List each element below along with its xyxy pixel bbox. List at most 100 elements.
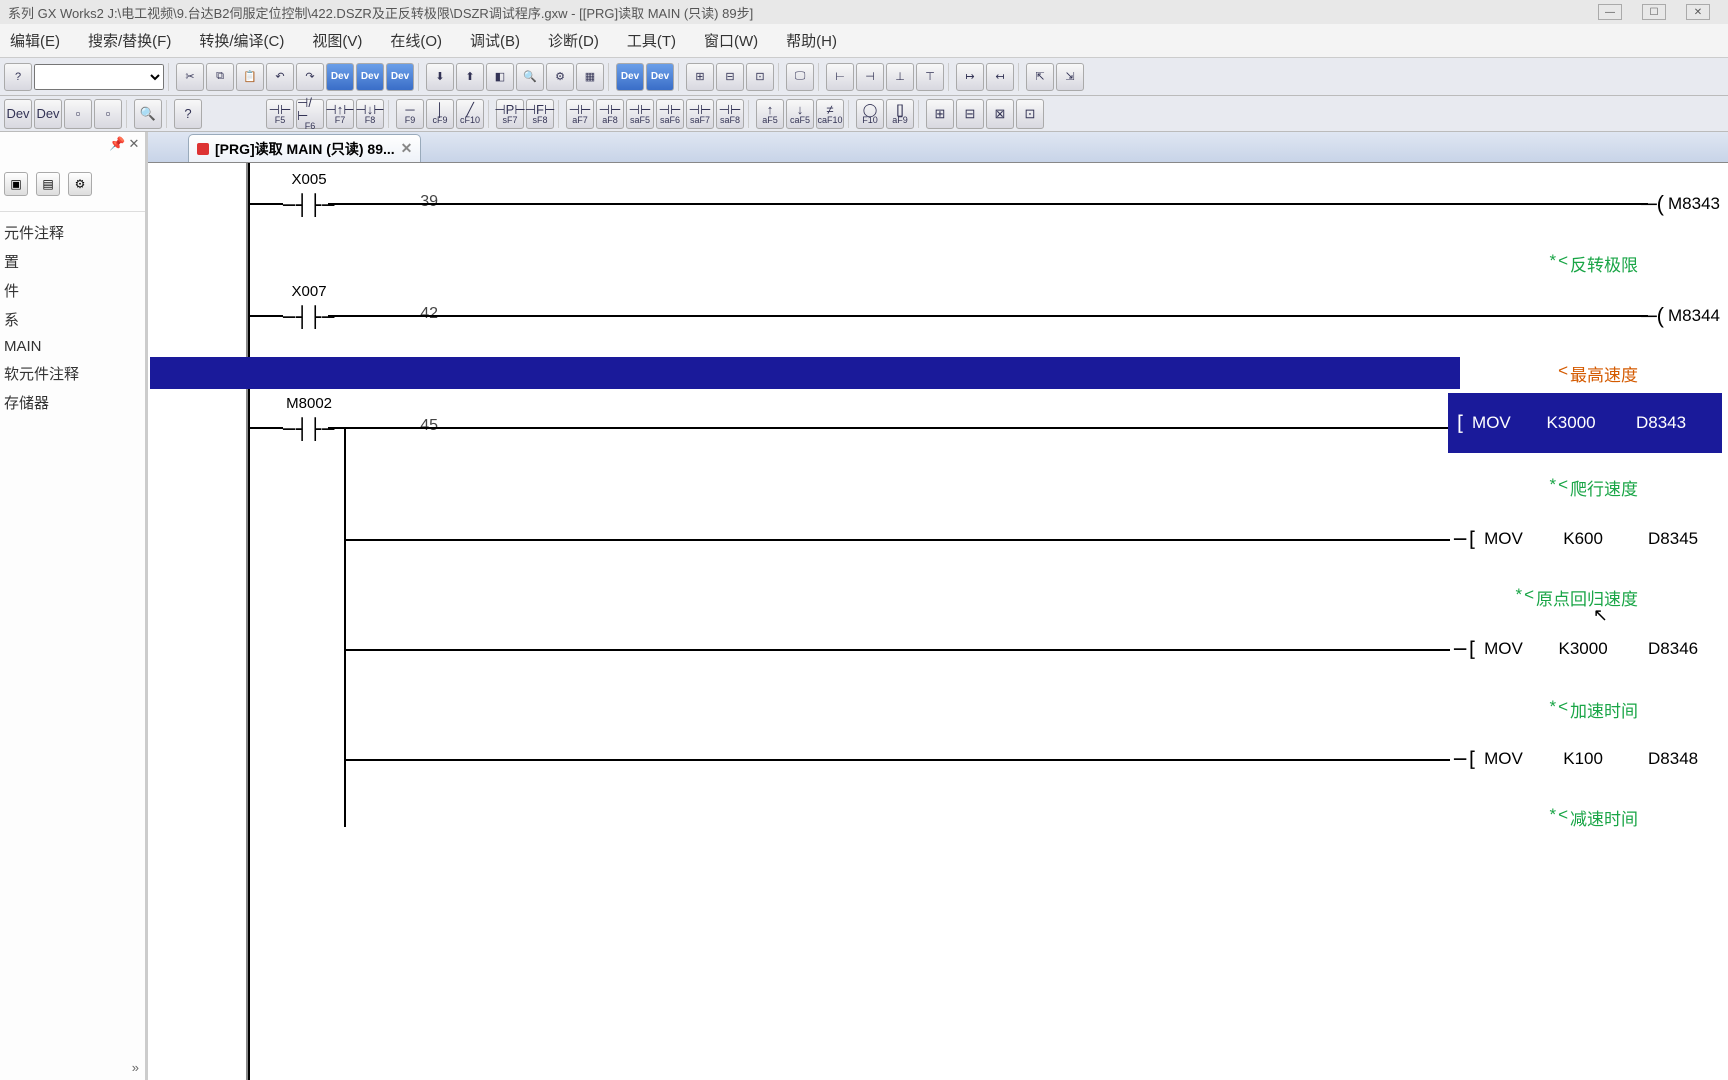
panel-tool-2[interactable]: ▤	[36, 172, 60, 196]
tree-node-main[interactable]: MAIN	[2, 334, 143, 359]
instruction-mov-2[interactable]: ─[ MOV K600 D8345	[1450, 511, 1720, 567]
fkey-cf9[interactable]: │cF9	[426, 99, 454, 129]
tree-node[interactable]: 置	[2, 247, 143, 276]
minimize-button[interactable]: —	[1598, 4, 1622, 20]
menu-help[interactable]: 帮助(H)	[782, 28, 841, 53]
undo-icon[interactable]: ↶	[266, 63, 294, 91]
fkey-cf10[interactable]: ╱cF10	[456, 99, 484, 129]
coil-m8344[interactable]: ─(M8344	[1641, 303, 1720, 329]
extra-2[interactable]: ⊟	[956, 99, 984, 129]
menu-window[interactable]: 窗口(W)	[700, 28, 762, 53]
menu-convert[interactable]: 转换/编译(C)	[195, 28, 288, 53]
dev-button-4[interactable]: Dev	[616, 63, 644, 91]
menu-debug[interactable]: 调试(B)	[466, 28, 524, 53]
fkey-f6[interactable]: ⊣/⊢F6	[296, 99, 324, 129]
menu-online[interactable]: 在线(O)	[386, 28, 446, 53]
menu-edit[interactable]: 编辑(E)	[6, 28, 64, 53]
dev-button-1[interactable]: Dev	[326, 63, 354, 91]
tab-close-icon[interactable]: ✕	[401, 140, 413, 157]
fkey-saf5[interactable]: ⊣⊢saF5	[626, 99, 654, 129]
close-button[interactable]: ✕	[1686, 4, 1710, 20]
dev-small-3[interactable]: ▫	[64, 99, 92, 129]
download-icon[interactable]: ⬇	[426, 63, 454, 91]
rung-tool-7[interactable]: ⇱	[1026, 63, 1054, 91]
fkey-f9[interactable]: ─F9	[396, 99, 424, 129]
rung-tool-2[interactable]: ⊣	[856, 63, 884, 91]
fkey-sf7[interactable]: ⊣P⊢sF7	[496, 99, 524, 129]
rung-tool-8[interactable]: ⇲	[1056, 63, 1084, 91]
rung-tool-3[interactable]: ⊥	[886, 63, 914, 91]
panel-close-icon[interactable]: ✕	[127, 136, 141, 152]
fkey-saf6[interactable]: ⊣⊢saF6	[656, 99, 684, 129]
tool-icon-2[interactable]: ⊟	[716, 63, 744, 91]
help-icon-2[interactable]: ?	[174, 99, 202, 129]
zoom-icon[interactable]: 🔍	[134, 99, 162, 129]
tool-icon-4[interactable]: 🖵	[786, 63, 814, 91]
tool-icon-3[interactable]: ⊡	[746, 63, 774, 91]
copy-icon[interactable]: ⧉	[206, 63, 234, 91]
tree-node[interactable]: 件	[2, 276, 143, 305]
project-tree[interactable]: 元件注释 置 件 系 MAIN 软元件注释 存储器	[0, 212, 145, 850]
config-icon[interactable]: ⚙	[546, 63, 574, 91]
menu-diagnose[interactable]: 诊断(D)	[544, 28, 603, 53]
fkey-f7[interactable]: ⊣↑⊢F7	[326, 99, 354, 129]
fkey-sf8[interactable]: ⊣F⊢sF8	[526, 99, 554, 129]
fkey-f10[interactable]: ◯F10	[856, 99, 884, 129]
fkey-caf10[interactable]: ≠caF10	[816, 99, 844, 129]
menu-tools[interactable]: 工具(T)	[623, 28, 680, 53]
redo-icon[interactable]: ↷	[296, 63, 324, 91]
dev-small-2[interactable]: Dev	[34, 99, 62, 129]
contact-x005[interactable]: X005 ─┤├─	[283, 193, 335, 217]
panel-expand-icon[interactable]: »	[0, 1060, 145, 1080]
fkey-f8[interactable]: ⊣↓⊢F8	[356, 99, 384, 129]
menu-search[interactable]: 搜索/替换(F)	[84, 28, 175, 53]
paste-icon[interactable]: 📋	[236, 63, 264, 91]
fkey-af7[interactable]: ⊣⊢aF7	[566, 99, 594, 129]
dev-button-5[interactable]: Dev	[646, 63, 674, 91]
pin-icon[interactable]: 📌	[109, 136, 123, 152]
fkey-f5[interactable]: ⊣⊢F5	[266, 99, 294, 129]
dev-button-3[interactable]: Dev	[386, 63, 414, 91]
fkey-caf5[interactable]: ↓caF5	[786, 99, 814, 129]
monitor-icon[interactable]: 🔍	[516, 63, 544, 91]
rung-tool-6[interactable]: ↤	[986, 63, 1014, 91]
fkey-af8[interactable]: ⊣⊢aF8	[596, 99, 624, 129]
rung-tool-5[interactable]: ↦	[956, 63, 984, 91]
tree-node[interactable]: 系	[2, 305, 143, 334]
fkey-saf7[interactable]: ⊣⊢saF7	[686, 99, 714, 129]
instruction-mov-4[interactable]: ─[ MOV K100 D8348	[1450, 731, 1720, 787]
cut-icon[interactable]: ✂	[176, 63, 204, 91]
instruction-mov-1[interactable]: [ MOV K3000 D8343	[1450, 395, 1720, 451]
contact-x007[interactable]: X007 ─┤├─	[283, 305, 335, 329]
device-select[interactable]	[34, 64, 164, 90]
tool-icon-1[interactable]: ⊞	[686, 63, 714, 91]
instruction-mov-3[interactable]: ─[ MOV K3000 D8346	[1450, 621, 1720, 677]
module-icon[interactable]: ▦	[576, 63, 604, 91]
tree-node[interactable]: 存储器	[2, 388, 143, 417]
extra-1[interactable]: ⊞	[926, 99, 954, 129]
rung-tool-1[interactable]: ⊢	[826, 63, 854, 91]
fkey-saf8[interactable]: ⊣⊢saF8	[716, 99, 744, 129]
dev-small-1[interactable]: Dev	[4, 99, 32, 129]
dev-button-2[interactable]: Dev	[356, 63, 384, 91]
upload-icon[interactable]: ⬆	[456, 63, 484, 91]
menu-view[interactable]: 视图(V)	[308, 28, 366, 53]
tab-main[interactable]: [PRG]读取 MAIN (只读) 89... ✕	[188, 134, 421, 162]
fkey-af5[interactable]: ↑aF5	[756, 99, 784, 129]
verify-icon[interactable]: ◧	[486, 63, 514, 91]
extra-4[interactable]: ⊡	[1016, 99, 1044, 129]
tree-node[interactable]: 软元件注释	[2, 359, 143, 388]
dev-small-4[interactable]: ▫	[94, 99, 122, 129]
contact-m8002[interactable]: M8002 ─┤├─	[283, 417, 335, 441]
panel-tool-3[interactable]: ⚙	[68, 172, 92, 196]
coil-m8343[interactable]: ─(M8343	[1641, 191, 1720, 217]
help-icon[interactable]: ?	[4, 63, 32, 91]
ladder-diagram[interactable]: 39 X005 ─┤├─ ─(M8343 *<反转极限 42 X007 ─┤├─	[148, 162, 1728, 1080]
maximize-button[interactable]: ☐	[1642, 4, 1666, 20]
fkey-af9[interactable]: []aF9	[886, 99, 914, 129]
panel-tool-1[interactable]: ▣	[4, 172, 28, 196]
tree-node[interactable]: 元件注释	[2, 218, 143, 247]
tree-selected-bar[interactable]	[0, 1030, 145, 1060]
rung-tool-4[interactable]: ⊤	[916, 63, 944, 91]
extra-3[interactable]: ⊠	[986, 99, 1014, 129]
